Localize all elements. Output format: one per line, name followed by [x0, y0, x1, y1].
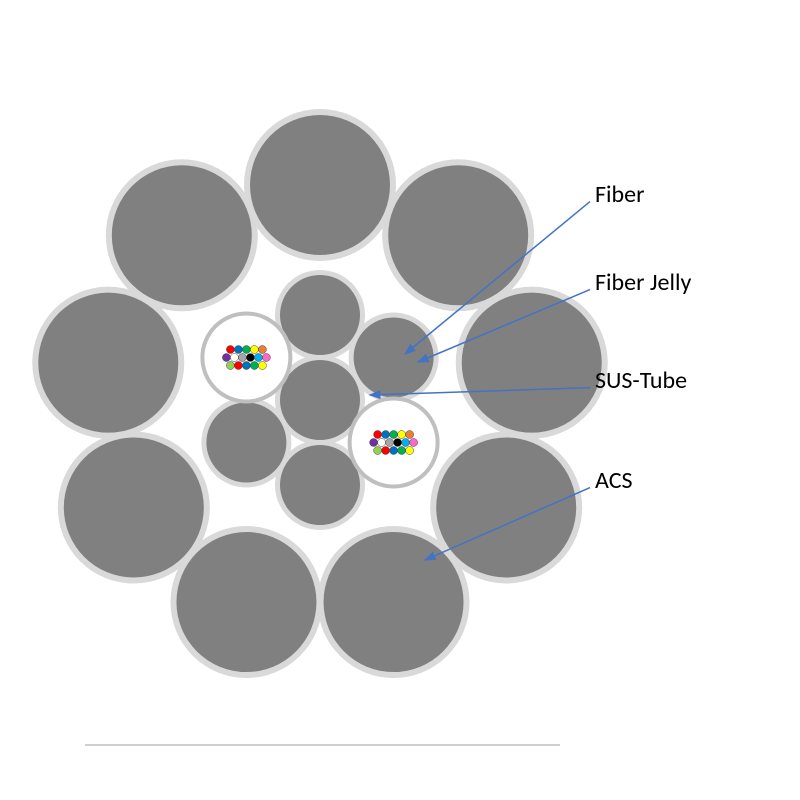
outer-strand	[112, 165, 252, 305]
label-acs: ACS	[595, 466, 633, 495]
outer-strand	[38, 293, 178, 433]
fiber-dot	[390, 431, 398, 439]
fiber-dot	[390, 447, 398, 455]
fiber-dot	[258, 362, 266, 370]
fiber-dot	[226, 346, 234, 354]
fiber-dot	[234, 362, 242, 370]
fiber-dot	[382, 447, 390, 455]
fiber-dot	[382, 431, 390, 439]
fiber-dot	[398, 431, 406, 439]
inner-strand	[206, 403, 286, 483]
fiber-dot	[386, 439, 394, 447]
fiber-dot	[242, 346, 250, 354]
fiber-dot	[246, 354, 254, 362]
fiber-dot	[226, 362, 234, 370]
label-fiber: Fiber	[595, 180, 644, 209]
fiber-dot	[250, 346, 258, 354]
inner-strand	[280, 275, 360, 355]
fiber-dot	[406, 447, 414, 455]
fiber-dot	[378, 439, 386, 447]
outer-strand	[388, 165, 528, 305]
label-fiberJelly: Fiber Jelly	[595, 268, 691, 297]
fiber-dot	[254, 354, 262, 362]
outer-strand	[64, 438, 204, 578]
fiber-dot	[250, 362, 258, 370]
fiber-dot	[374, 447, 382, 455]
inner-strand	[354, 318, 434, 398]
fiber-dot	[242, 362, 250, 370]
fiber-dot	[410, 439, 418, 447]
inner-strand	[280, 445, 360, 525]
center-strand	[280, 360, 360, 440]
fiber-dot	[230, 354, 238, 362]
fiber-dot	[398, 447, 406, 455]
fiber-dot	[262, 354, 270, 362]
label-susTube: SUS-Tube	[595, 366, 687, 395]
fiber-dot	[402, 439, 410, 447]
fiber-dot	[222, 354, 230, 362]
fiber-dot	[258, 346, 266, 354]
fiber-dot	[374, 431, 382, 439]
fiber-dot	[370, 439, 378, 447]
outer-strand	[250, 115, 390, 255]
fiber-dot	[406, 431, 414, 439]
fiber-dot	[234, 346, 242, 354]
outer-strand	[436, 438, 576, 578]
fiber-dot	[238, 354, 246, 362]
cable-cross-section-diagram	[0, 0, 800, 800]
outer-strand	[176, 532, 316, 672]
fiber-dot	[394, 439, 402, 447]
